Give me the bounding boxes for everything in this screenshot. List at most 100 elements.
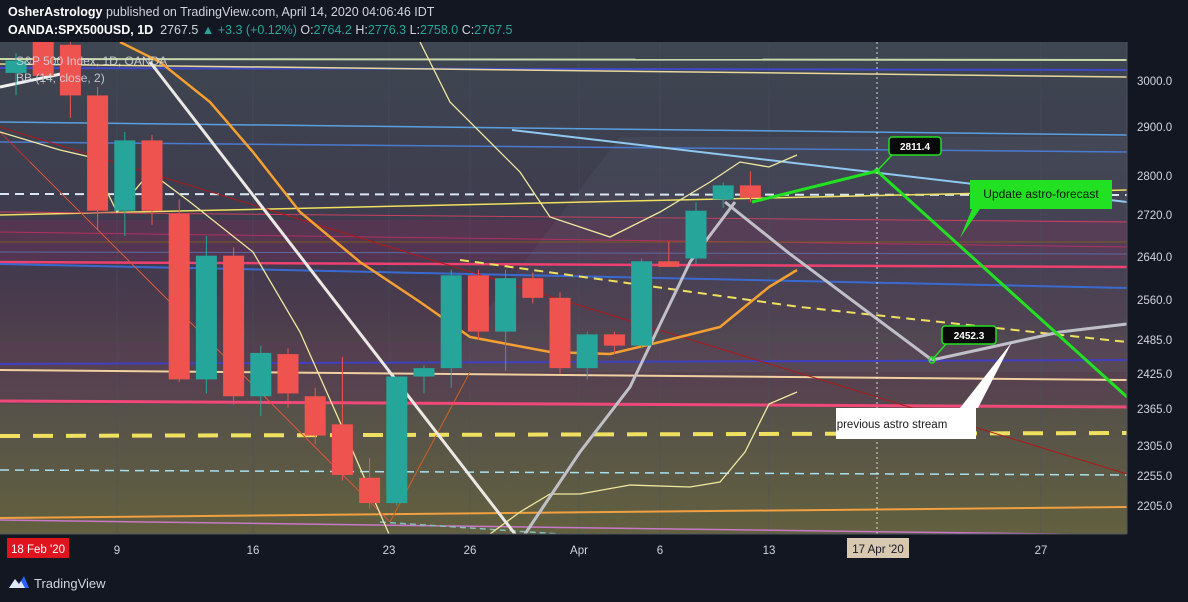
candle-down[interactable] [141,140,163,211]
astro-forecast [751,42,1129,534]
tradingview-logo-icon [9,576,29,588]
legend-title: S&P 500 Index, 1D, OANDA [16,54,167,68]
chart-legend: S&P 500 Index, 1D, OANDA BB (14, close, … [16,54,167,85]
start-date-badge [7,538,69,558]
candle-down[interactable] [87,95,109,211]
stream-callout-box [836,342,1012,439]
close-value: 2767.5 [474,23,513,37]
legend-indicator: BB (14, close, 2) [16,71,105,85]
candle-up[interactable] [631,261,653,346]
candle-up[interactable] [440,275,462,369]
price-tick: 2900.0 [1137,122,1172,134]
chart-header: OsherAstrology published on TradingView.… [0,0,1188,42]
white-line [0,70,71,89]
peak-label: 2811.4 [900,142,930,153]
candle-up[interactable] [195,255,217,380]
open-value: 2764.2 [313,23,352,37]
price-change: +3.3 (+0.12%) [217,23,297,37]
candle-down[interactable] [32,42,54,76]
stream-callout[interactable]: previous astro stream [836,342,1012,439]
level-line [0,58,1128,61]
level-line [0,189,1128,216]
candle-up[interactable] [114,140,136,211]
candle-down[interactable] [304,396,326,436]
bb-lower-2 [489,391,798,535]
tradingview-brand[interactable]: TradingView [34,576,106,591]
stream-low-dot [928,356,936,364]
candle-up[interactable] [576,334,598,369]
candle-up[interactable] [5,60,27,73]
forecast-up-line [751,169,878,204]
bb-upper [419,42,798,238]
forecast-peak-callout[interactable]: 2811.4 [876,136,942,172]
low-label: 2452.3 [954,331,985,342]
stream-line [931,322,1128,362]
white-line [148,61,517,535]
start-date-label: 18 Feb '20 [11,544,65,556]
dashed-trend [459,259,1128,343]
level-line [0,399,1128,409]
footer: TradingView [0,562,1188,602]
candle-up[interactable] [386,376,408,504]
open-label: O: [300,23,314,37]
candle-up[interactable] [495,278,517,332]
candle-down[interactable] [331,424,353,475]
candles [5,42,761,509]
forecast-callout[interactable]: Update astro-forecast [960,180,1112,238]
time-axis-ticks: 9 16 23 26 Apr 6 13 27 [114,545,1048,557]
crosshair-date-label: 17 Apr '20 [852,544,903,556]
level-line [0,519,1128,536]
time-tick: 13 [763,545,776,557]
time-axis[interactable] [0,534,1188,560]
price-chart[interactable]: 2811.4 Update astro-forecast 2452.3 prev… [0,42,1188,560]
crosshair-date-badge [847,538,909,558]
author-name[interactable]: OsherAstrology [8,5,103,19]
level-line [0,193,1128,196]
ohlc-line: OANDA:SPX500USD, 1D 2767.5 ▲ +3.3 (+0.12… [8,23,512,37]
candle-up[interactable] [685,210,707,259]
candle-down[interactable] [549,297,571,369]
candle-down[interactable] [223,255,245,397]
level-line [0,469,1128,476]
time-tick: 6 [657,545,663,557]
candle-down[interactable] [522,278,544,298]
low-value: 2758.0 [420,23,459,37]
forecast-callout-box [960,180,1112,238]
time-tick: 26 [464,545,477,557]
candle-down[interactable] [467,275,489,332]
candle-down[interactable] [739,185,761,198]
candle-down[interactable] [658,261,680,267]
candle-up[interactable] [712,185,734,200]
candle-down[interactable] [59,44,81,96]
up-arrow-icon: ▲ [201,23,215,37]
channel-shade [440,137,1127,372]
forecast-callout-text: Update astro-forecast [983,187,1099,201]
time-tick: Apr [570,545,588,557]
time-tick: 9 [114,545,120,557]
low-label: L: [409,23,420,37]
symbol-label: OANDA:SPX500USD, 1D [8,23,154,37]
time-tick: 23 [383,545,396,557]
level-line [379,521,561,535]
candle-down[interactable] [359,477,381,504]
level-line [0,506,1128,519]
candle-up[interactable] [413,368,435,377]
price-tick: 2365.0 [1137,404,1172,416]
candle-down[interactable] [168,213,190,380]
candle-down[interactable] [603,334,625,346]
time-tick: 27 [1035,545,1048,557]
stream-callout-text: previous astro stream [837,419,948,431]
last-price: 2767.5 [160,23,199,37]
low-label-box [941,325,997,345]
price-tick: 2305.0 [1137,441,1172,453]
high-value: 2776.3 [367,23,407,37]
candle-up[interactable] [250,352,272,397]
candle-down[interactable] [277,354,299,394]
price-tick: 2425.0 [1137,369,1172,381]
stream-low-callout[interactable]: 2452.3 [928,325,997,364]
price-axis[interactable] [1127,42,1188,560]
price-tick: 2485.0 [1137,335,1172,347]
price-axis-ticks: 3000.0 2900.0 2800.0 2720.0 2640.0 2560.… [1137,76,1172,513]
price-tick: 3000.0 [1137,76,1172,88]
price-tick: 2640.0 [1137,252,1172,264]
